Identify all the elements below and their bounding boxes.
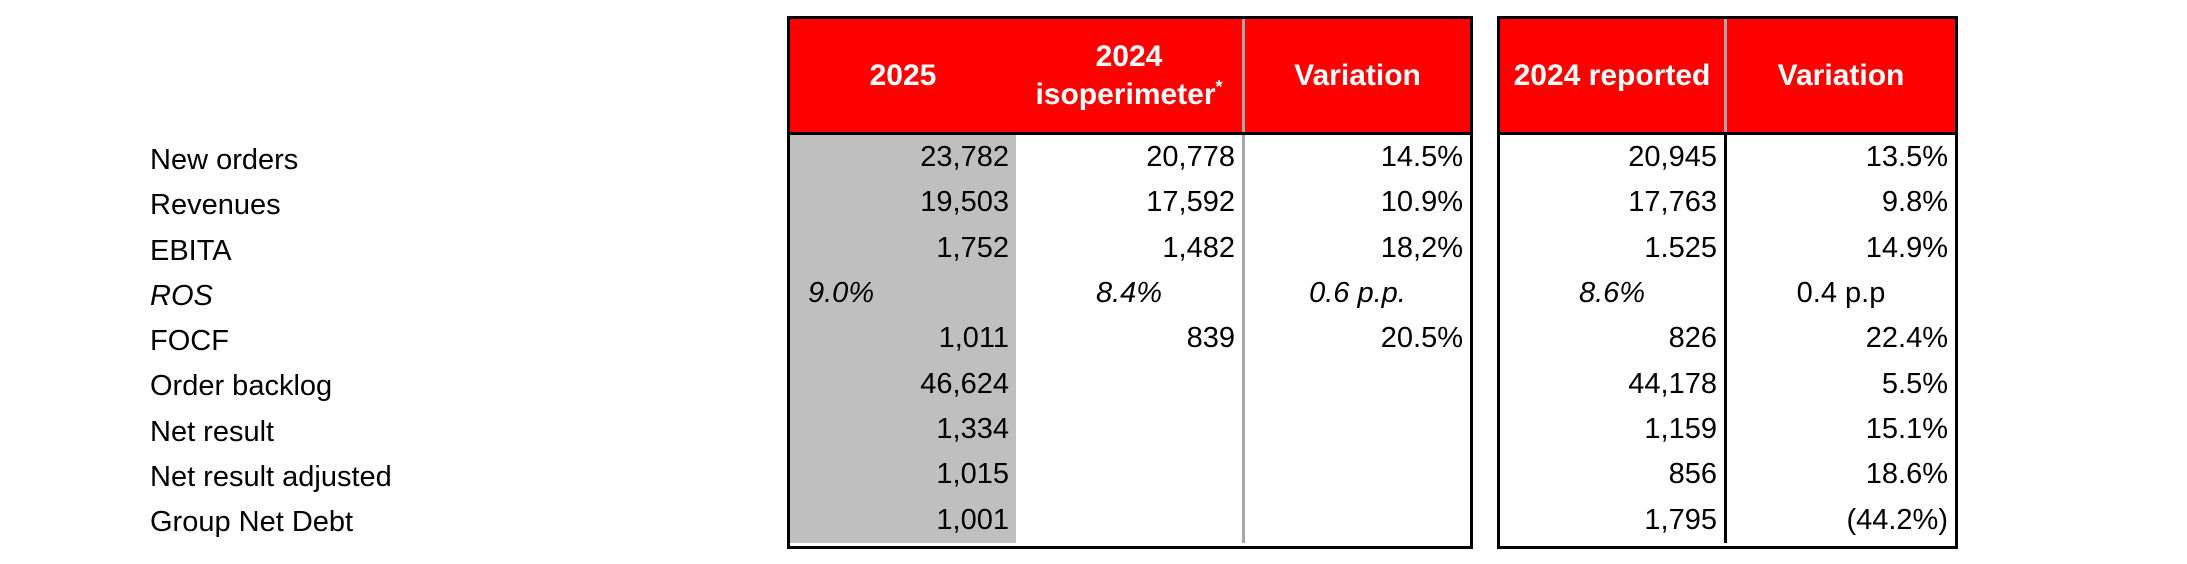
table-row: 1,752 1,482 18,2% bbox=[790, 225, 1470, 271]
cell-isoperimeter: 20,778 bbox=[1016, 135, 1245, 181]
table1-header-isoperimeter: 2024 isoperimeter* bbox=[1016, 19, 1245, 132]
row-label-order-backlog: Order backlog bbox=[150, 370, 333, 403]
table-row: 1,011 839 20.5% bbox=[790, 316, 1470, 362]
cell-variation: 9.8% bbox=[1881, 186, 1948, 219]
table-row: 20,945 13.5% bbox=[1500, 135, 1955, 181]
row-label-net-result-adjusted: Net result adjusted bbox=[150, 461, 392, 494]
cell-2025: 23,782 bbox=[790, 135, 1016, 181]
cell-2024-reported: 8.6% bbox=[1500, 270, 1727, 317]
cell-variation: 15.1% bbox=[1865, 412, 1948, 445]
cell-2024-reported: 1.525 bbox=[1500, 225, 1727, 271]
cell-2024-reported: 17,763 bbox=[1500, 180, 1727, 226]
row-label-ros: ROS bbox=[150, 279, 213, 312]
table-row: 1,015 bbox=[790, 452, 1470, 498]
row-label-ebita: EBITA bbox=[150, 234, 232, 267]
cell-variation: 22.4% bbox=[1865, 322, 1948, 355]
table-row: 8.6% 0.4 p.p bbox=[1500, 270, 1955, 317]
cell-isoperimeter: 17,592 bbox=[1016, 180, 1245, 226]
cell-2025: 1,011 bbox=[790, 316, 1016, 362]
table1-body: 23,782 20,778 14.5% 19,503 17,592 10.9% … bbox=[790, 135, 1470, 543]
table-row: 19,503 17,592 10.9% bbox=[790, 180, 1470, 226]
table-row: 1,795 (44.2%) bbox=[1500, 497, 1955, 543]
cell-variation bbox=[1245, 498, 1470, 543]
table2-body: 20,945 13.5% 17,763 9.8% 1.525 14.9% 8.6… bbox=[1500, 135, 1955, 543]
table-row: 826 22.4% bbox=[1500, 316, 1955, 362]
header-iso-line2: isoperimeter* bbox=[1035, 76, 1223, 111]
row-label-new-orders: New orders bbox=[150, 144, 299, 176]
cell-variation bbox=[1245, 407, 1470, 452]
cell-2024-reported: 20,945 bbox=[1500, 135, 1727, 181]
cell-isoperimeter bbox=[1016, 452, 1245, 498]
cell-2025: 1,015 bbox=[790, 452, 1016, 498]
cell-variation bbox=[1245, 362, 1470, 407]
cell-isoperimeter bbox=[1016, 406, 1245, 453]
table1-header-variation: Variation bbox=[1245, 19, 1470, 132]
table2-header-variation: Variation bbox=[1727, 19, 1955, 132]
cell-2024-reported: 826 bbox=[1500, 316, 1727, 362]
table2-header: 2024 reported Variation bbox=[1500, 19, 1955, 135]
row-label-group-net-debt: Group Net Debt bbox=[150, 506, 354, 539]
row-label-net-result: Net result bbox=[150, 415, 275, 448]
cell-2024-reported: 856 bbox=[1500, 452, 1727, 498]
cell-variation: 14.9% bbox=[1865, 231, 1948, 264]
cell-isoperimeter bbox=[1016, 497, 1245, 543]
cell-2024-reported: 1,159 bbox=[1500, 406, 1727, 453]
table-row: 856 18.6% bbox=[1500, 452, 1955, 498]
cell-variation bbox=[1245, 452, 1470, 497]
cell-variation: 18.6% bbox=[1865, 458, 1948, 491]
table-row: 1,001 bbox=[790, 497, 1470, 543]
cell-2024-reported: 44,178 bbox=[1500, 361, 1727, 407]
cell-variation: 13.5% bbox=[1865, 141, 1948, 173]
cell-variation: 5.5% bbox=[1881, 367, 1948, 400]
cell-2025: 19,503 bbox=[790, 180, 1016, 226]
header-iso-line1: 2024 bbox=[1095, 39, 1163, 73]
cell-variation: 0.6 p.p. bbox=[1309, 276, 1406, 309]
table1-header: 2025 2024 isoperimeter* Variation bbox=[790, 19, 1470, 135]
cell-2025: 46,624 bbox=[790, 361, 1016, 407]
row-label-revenues: Revenues bbox=[150, 189, 281, 222]
cell-variation: 10.9% bbox=[1380, 186, 1463, 219]
table-row: 46,624 bbox=[790, 361, 1470, 407]
cell-2025: 1,334 bbox=[790, 406, 1016, 453]
table-2025-vs-isoperimeter: 2025 2024 isoperimeter* Variation 23,782… bbox=[787, 16, 1473, 549]
cell-isoperimeter: 839 bbox=[1016, 316, 1245, 362]
cell-2025: 1,752 bbox=[790, 225, 1016, 271]
cell-isoperimeter: 1,482 bbox=[1016, 225, 1245, 271]
header-variation-label: Variation bbox=[1777, 58, 1905, 92]
table-2024-reported: 2024 reported Variation 20,945 13.5% 17,… bbox=[1497, 16, 1958, 549]
header-2025-label: 2025 bbox=[869, 58, 937, 92]
cell-variation: (44.2%) bbox=[1846, 503, 1948, 536]
table2-header-2024-reported: 2024 reported bbox=[1500, 19, 1727, 132]
cell-variation: 14.5% bbox=[1380, 141, 1463, 173]
table-row: 1,334 bbox=[790, 406, 1470, 453]
isoperimeter-footnote-asterisk: * bbox=[1215, 76, 1223, 97]
cell-variation: 18,2% bbox=[1380, 231, 1463, 264]
row-labels-column: New orders Revenues EBITA ROS FOCF Order… bbox=[150, 138, 710, 546]
table-row: 1,159 15.1% bbox=[1500, 406, 1955, 453]
cell-variation: 20.5% bbox=[1380, 322, 1463, 355]
table-row: 44,178 5.5% bbox=[1500, 361, 1955, 407]
table-row: 23,782 20,778 14.5% bbox=[790, 135, 1470, 181]
row-label-focf: FOCF bbox=[150, 325, 229, 358]
table-row: 17,763 9.8% bbox=[1500, 180, 1955, 226]
header-2024-reported-label: 2024 reported bbox=[1513, 58, 1711, 92]
cell-2024-reported: 1,795 bbox=[1500, 497, 1727, 543]
table-row: 1.525 14.9% bbox=[1500, 225, 1955, 271]
cell-2025: 9.0% bbox=[790, 270, 1016, 317]
cell-variation: 0.4 p.p bbox=[1796, 276, 1886, 309]
cell-2025: 1,001 bbox=[790, 497, 1016, 543]
table1-header-2025: 2025 bbox=[790, 19, 1016, 132]
table-row: 9.0% 8.4% 0.6 p.p. bbox=[790, 270, 1470, 317]
cell-isoperimeter bbox=[1016, 361, 1245, 407]
cell-isoperimeter: 8.4% bbox=[1016, 270, 1245, 317]
header-variation-label: Variation bbox=[1294, 58, 1421, 92]
